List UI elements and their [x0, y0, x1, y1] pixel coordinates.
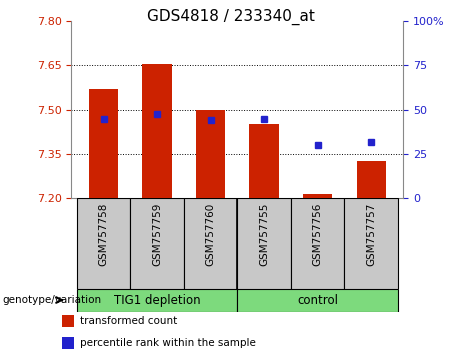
Bar — [89, 89, 118, 198]
Bar — [77, 289, 237, 312]
Text: control: control — [297, 293, 338, 307]
Bar — [130, 198, 184, 289]
Bar — [249, 125, 279, 198]
Text: GSM757760: GSM757760 — [206, 203, 216, 266]
Bar — [344, 198, 398, 289]
Text: genotype/variation: genotype/variation — [2, 295, 101, 305]
Bar — [291, 198, 344, 289]
Text: GDS4818 / 233340_at: GDS4818 / 233340_at — [147, 9, 314, 25]
Text: GSM757759: GSM757759 — [152, 203, 162, 266]
Bar — [142, 64, 172, 198]
Text: GSM757755: GSM757755 — [259, 203, 269, 266]
Bar — [237, 289, 398, 312]
Text: percentile rank within the sample: percentile rank within the sample — [80, 338, 256, 348]
Text: TIG1 depletion: TIG1 depletion — [114, 293, 201, 307]
Text: transformed count: transformed count — [80, 316, 177, 326]
Bar — [62, 315, 75, 327]
Bar — [237, 198, 291, 289]
Bar — [77, 198, 130, 289]
Bar — [303, 194, 332, 198]
Bar — [196, 110, 225, 198]
Text: GSM757758: GSM757758 — [99, 203, 109, 266]
Bar — [356, 161, 386, 198]
Text: GSM757757: GSM757757 — [366, 203, 376, 266]
Text: GSM757756: GSM757756 — [313, 203, 323, 266]
Bar — [62, 337, 75, 349]
Bar — [184, 198, 237, 289]
